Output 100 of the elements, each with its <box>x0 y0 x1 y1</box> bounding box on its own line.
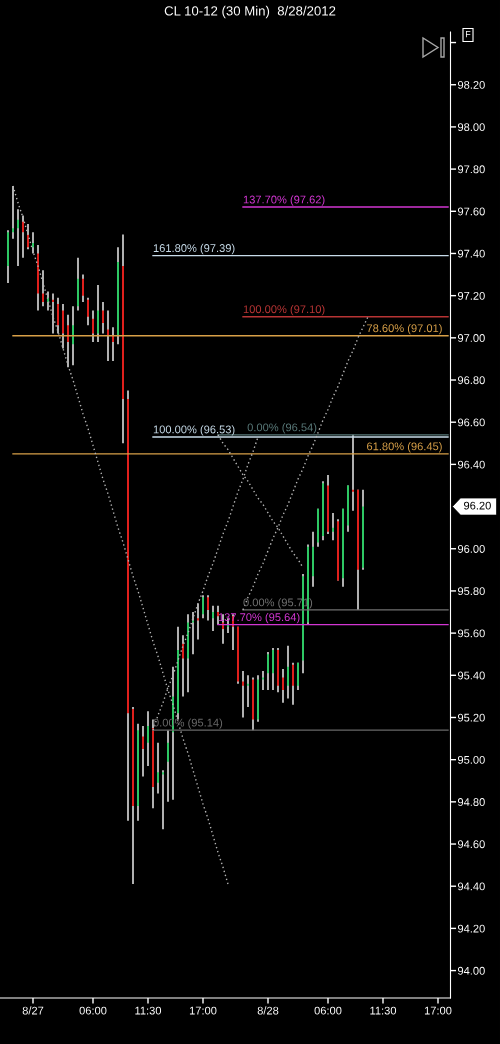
text: F <box>465 31 471 38</box>
candlestick <box>67 313 69 369</box>
candlestick <box>227 617 229 634</box>
y-tick-label: 96.00 <box>457 545 485 553</box>
series-label: 78.60% (97.01) <box>367 323 442 335</box>
candlestick <box>197 602 199 641</box>
candlestick <box>292 661 294 706</box>
x-tick-label: 17:00 <box>424 1006 452 1015</box>
y-tick-label: 94.40 <box>457 882 485 891</box>
candlestick <box>262 670 264 691</box>
candlestick <box>42 269 44 307</box>
series-label: 100.00% (97.10) <box>243 304 325 316</box>
y-tick-label: 97.80 <box>457 165 485 174</box>
candlestick <box>282 668 284 704</box>
y-tick-label: 94.00 <box>457 966 485 975</box>
candlestick <box>277 647 279 693</box>
candlestick <box>137 723 139 822</box>
candlestick <box>332 512 334 542</box>
chart-title: CL 10-12 (30 Min) 8/28/2012 <box>164 5 336 19</box>
candlestick <box>202 594 204 620</box>
candlestick <box>77 256 79 312</box>
candlestick <box>267 651 269 691</box>
candlestick <box>342 507 344 588</box>
series-label: 0.00% (96.54) <box>247 423 317 434</box>
candlestick <box>322 480 324 542</box>
y-tick-label: 97.40 <box>457 249 485 258</box>
candlestick <box>302 573 304 674</box>
candlestick <box>217 604 219 626</box>
y-tick-label: 96.80 <box>457 376 485 385</box>
candlestick <box>17 208 19 267</box>
candlestick <box>147 710 149 767</box>
candlestick <box>357 488 359 611</box>
y-tick-label: 95.20 <box>457 713 485 722</box>
candlestick <box>207 594 209 622</box>
y-tick-label: 97.60 <box>457 207 485 216</box>
candlestick <box>327 474 329 535</box>
candlestick <box>72 305 74 366</box>
candlestick <box>102 301 104 335</box>
candlestick <box>157 742 159 795</box>
x-tick-label: 8/28 <box>257 1006 279 1015</box>
y-tick-label: 95.60 <box>457 629 485 638</box>
candlestick <box>87 297 89 326</box>
candlestick <box>212 604 214 632</box>
x-tick-label: 06:00 <box>79 1006 107 1015</box>
candlestick <box>242 670 244 719</box>
candlestick <box>27 223 29 250</box>
candlestick <box>37 244 39 312</box>
y-tick-label: 97.00 <box>457 334 485 342</box>
y-tick-label: 97.20 <box>457 291 485 300</box>
candlestick <box>307 543 309 626</box>
candlestick <box>97 284 99 343</box>
candlestick <box>287 645 289 700</box>
y-tick-label: 94.20 <box>457 924 485 933</box>
y-tick-label: 95.80 <box>457 587 485 596</box>
series-label: 161.80% (97.39) <box>153 243 235 255</box>
x-tick-label: 8/27 <box>22 1006 44 1015</box>
candlestick <box>82 273 84 303</box>
candlestick <box>247 674 249 708</box>
candlestick <box>57 297 59 335</box>
candlestick <box>112 326 114 362</box>
y-tick-label: 98.00 <box>457 123 485 132</box>
candlestick <box>317 507 319 548</box>
candlestick <box>7 229 9 284</box>
candlestick <box>92 309 94 343</box>
candlestick <box>297 661 299 691</box>
candlestick <box>62 303 64 350</box>
series-label: 61.80% (96.45) <box>367 442 442 453</box>
candlestick <box>122 233 124 444</box>
candlestick <box>192 611 194 655</box>
series-label: 137.70% (97.62) <box>243 195 325 206</box>
x-tick-label: 11:30 <box>370 1006 397 1015</box>
candlestick <box>312 531 314 588</box>
candlestick <box>22 214 24 259</box>
x-tick-label: 06:00 <box>314 1006 342 1015</box>
candlestick <box>117 246 119 345</box>
candlestick <box>162 769 164 830</box>
candlestick <box>252 676 254 731</box>
candlestick <box>347 484 349 533</box>
series-label: 100.00% (96.53) <box>153 425 235 436</box>
candlestick <box>362 488 364 571</box>
candlestick <box>177 626 179 721</box>
candlestick <box>337 518 339 582</box>
x-tick-label: 11:30 <box>135 1006 162 1015</box>
text: 96.20 <box>464 501 491 510</box>
y-tick-label: 95.00 <box>457 755 485 764</box>
y-tick-label: 96.40 <box>457 460 485 469</box>
candlestick <box>32 231 34 255</box>
y-tick-label: 98.20 <box>457 81 485 89</box>
candlestick <box>237 626 239 685</box>
candlestick <box>132 706 134 885</box>
candlestick <box>127 389 129 822</box>
candlestick <box>12 185 14 240</box>
candlestick <box>187 613 189 693</box>
candlestick <box>107 309 109 362</box>
y-tick-label: 94.80 <box>457 798 485 806</box>
y-tick-label: 95.40 <box>457 671 485 680</box>
candlestick <box>142 725 144 778</box>
x-tick-label: 17:00 <box>189 1006 217 1015</box>
y-tick-label: 96.60 <box>457 418 485 427</box>
y-tick-label: 94.60 <box>457 840 485 849</box>
